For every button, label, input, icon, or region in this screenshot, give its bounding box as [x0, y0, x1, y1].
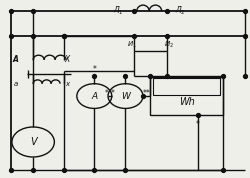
Text: $И_1$: $И_1$	[126, 40, 136, 50]
Text: Wh: Wh	[178, 97, 194, 107]
Text: *: *	[92, 65, 96, 74]
Text: *: *	[142, 89, 146, 98]
Text: *: *	[111, 89, 114, 98]
Text: *: *	[104, 89, 108, 98]
Text: W: W	[120, 91, 130, 101]
Text: *: *	[195, 120, 199, 129]
Text: A: A	[13, 55, 18, 64]
Text: V: V	[30, 137, 36, 147]
Bar	[150, 77, 222, 116]
Text: *: *	[146, 89, 149, 98]
Text: $И_2$: $И_2$	[164, 40, 173, 50]
Text: a: a	[14, 81, 18, 87]
Text: A: A	[91, 91, 97, 101]
Text: $Л_2$: $Л_2$	[174, 4, 185, 17]
Text: $Л_1$: $Л_1$	[112, 4, 123, 17]
Text: x: x	[64, 81, 69, 87]
Text: X: X	[64, 55, 69, 64]
Bar	[152, 78, 220, 95]
